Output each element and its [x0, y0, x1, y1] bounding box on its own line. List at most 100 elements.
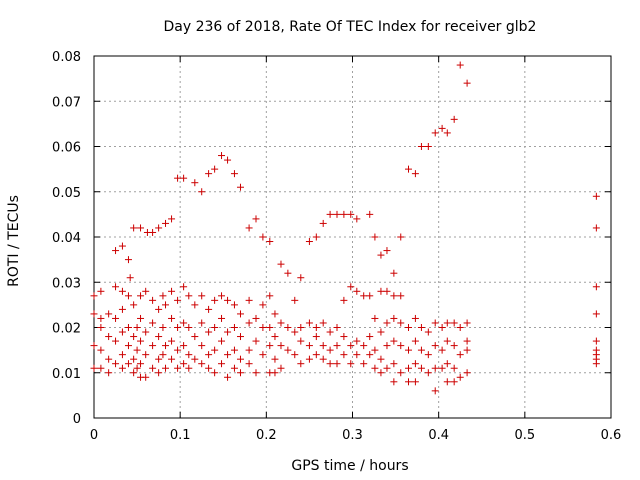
data-point [259, 351, 267, 359]
grid [94, 56, 611, 418]
x-tick-label: 0.5 [514, 428, 535, 443]
data-point [291, 351, 299, 359]
data-point [174, 174, 182, 182]
data-point [97, 346, 105, 354]
data-point [224, 156, 232, 164]
data-point [137, 337, 145, 345]
data-point [340, 210, 348, 218]
data-point [198, 188, 206, 196]
data-point [155, 333, 163, 341]
x-tick-label: 0.3 [342, 428, 363, 443]
data-point [297, 337, 305, 345]
data-point [224, 296, 232, 304]
x-tick-label: 0.6 [601, 428, 622, 443]
data-point [130, 355, 138, 363]
data-point [252, 314, 260, 322]
data-point [266, 292, 274, 300]
data-point [112, 247, 120, 255]
data-point [180, 174, 188, 182]
data-point [90, 364, 98, 372]
data-point [284, 269, 292, 277]
data-point [162, 342, 170, 350]
data-point [259, 301, 267, 309]
data-point [424, 351, 432, 359]
data-point [592, 310, 600, 318]
data-point [126, 274, 134, 282]
data-point [245, 224, 253, 232]
data-point [383, 319, 391, 327]
data-point [185, 351, 193, 359]
data-point [377, 328, 385, 336]
y-axis-label: ROTI / TECUs [6, 195, 22, 287]
data-point [112, 283, 120, 291]
data-point [326, 328, 334, 336]
data-point [390, 337, 398, 345]
data-point [230, 346, 238, 354]
data-point [463, 369, 471, 377]
data-point [463, 346, 471, 354]
data-point [438, 346, 446, 354]
data-point [271, 333, 279, 341]
data-point [371, 364, 379, 372]
data-point [118, 305, 126, 313]
data-point [592, 360, 600, 368]
data-point [130, 369, 138, 377]
data-point [230, 170, 238, 178]
data-point [155, 369, 163, 377]
data-point [353, 337, 361, 345]
data-point [297, 324, 305, 331]
data-point [211, 346, 219, 354]
data-point [284, 324, 292, 331]
data-point [353, 287, 361, 295]
data-point [90, 342, 98, 350]
data-point [456, 324, 464, 331]
data-point [333, 324, 341, 331]
y-tick-labels: 0 0.01 0.02 0.03 0.04 0.05 0.06 0.07 0.08 [52, 50, 81, 427]
data-point [124, 292, 132, 300]
data-point [168, 314, 176, 322]
data-point [230, 301, 238, 309]
data-point [259, 324, 267, 331]
data-point [326, 210, 334, 218]
data-point [97, 364, 105, 372]
data-point [463, 337, 471, 345]
data-point [174, 364, 182, 372]
data-point [305, 238, 313, 246]
data-point [450, 378, 458, 386]
data-point [218, 152, 226, 160]
data-point [118, 351, 126, 359]
data-point [319, 319, 327, 327]
data-point [297, 274, 305, 282]
data-point [284, 346, 292, 354]
data-point [312, 333, 320, 341]
data-point [174, 346, 182, 354]
data-point [112, 314, 120, 322]
data-point [142, 351, 150, 359]
data-point [431, 387, 439, 395]
data-point [149, 296, 157, 304]
data-point [383, 287, 391, 295]
data-point [456, 61, 464, 69]
data-point [411, 314, 419, 322]
y-tick-label: 0.03 [52, 276, 81, 291]
data-point [319, 219, 327, 227]
data-point [340, 333, 348, 341]
data-point [236, 355, 244, 363]
data-point [162, 301, 170, 309]
data-point [431, 129, 439, 137]
data-point [411, 360, 419, 368]
data-point [218, 292, 226, 300]
data-point [450, 364, 458, 372]
data-point [390, 292, 398, 300]
data-point [133, 346, 141, 354]
data-point [118, 328, 126, 336]
data-point [180, 360, 188, 368]
data-point [180, 283, 188, 291]
data-point [456, 373, 464, 381]
data-point [353, 215, 361, 223]
data-point [245, 319, 253, 327]
data-point [211, 369, 219, 377]
x-axis-label: GPS time / hours [291, 458, 408, 474]
data-point [198, 292, 206, 300]
